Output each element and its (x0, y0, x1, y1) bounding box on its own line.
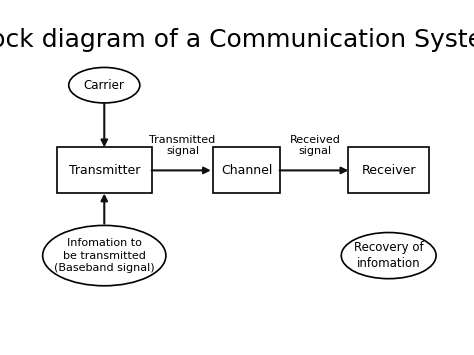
Text: Recovery of
infomation: Recovery of infomation (354, 241, 423, 270)
Bar (348, 147, 429, 193)
Ellipse shape (69, 67, 140, 103)
Text: Block diagram of a Communication System: Block diagram of a Communication System (0, 28, 474, 53)
Text: Infomation to
be transmitted
(Baseband signal): Infomation to be transmitted (Baseband s… (54, 238, 155, 273)
Bar (57, 147, 152, 193)
Ellipse shape (341, 233, 436, 279)
Text: Channel: Channel (221, 164, 272, 177)
Text: Received
signal: Received signal (290, 135, 341, 156)
Text: Transmitter: Transmitter (69, 164, 140, 177)
Ellipse shape (43, 225, 166, 286)
Bar (213, 147, 280, 193)
Text: Receiver: Receiver (362, 164, 416, 177)
Text: Transmitted
signal: Transmitted signal (149, 135, 216, 156)
Text: Carrier: Carrier (84, 79, 125, 92)
